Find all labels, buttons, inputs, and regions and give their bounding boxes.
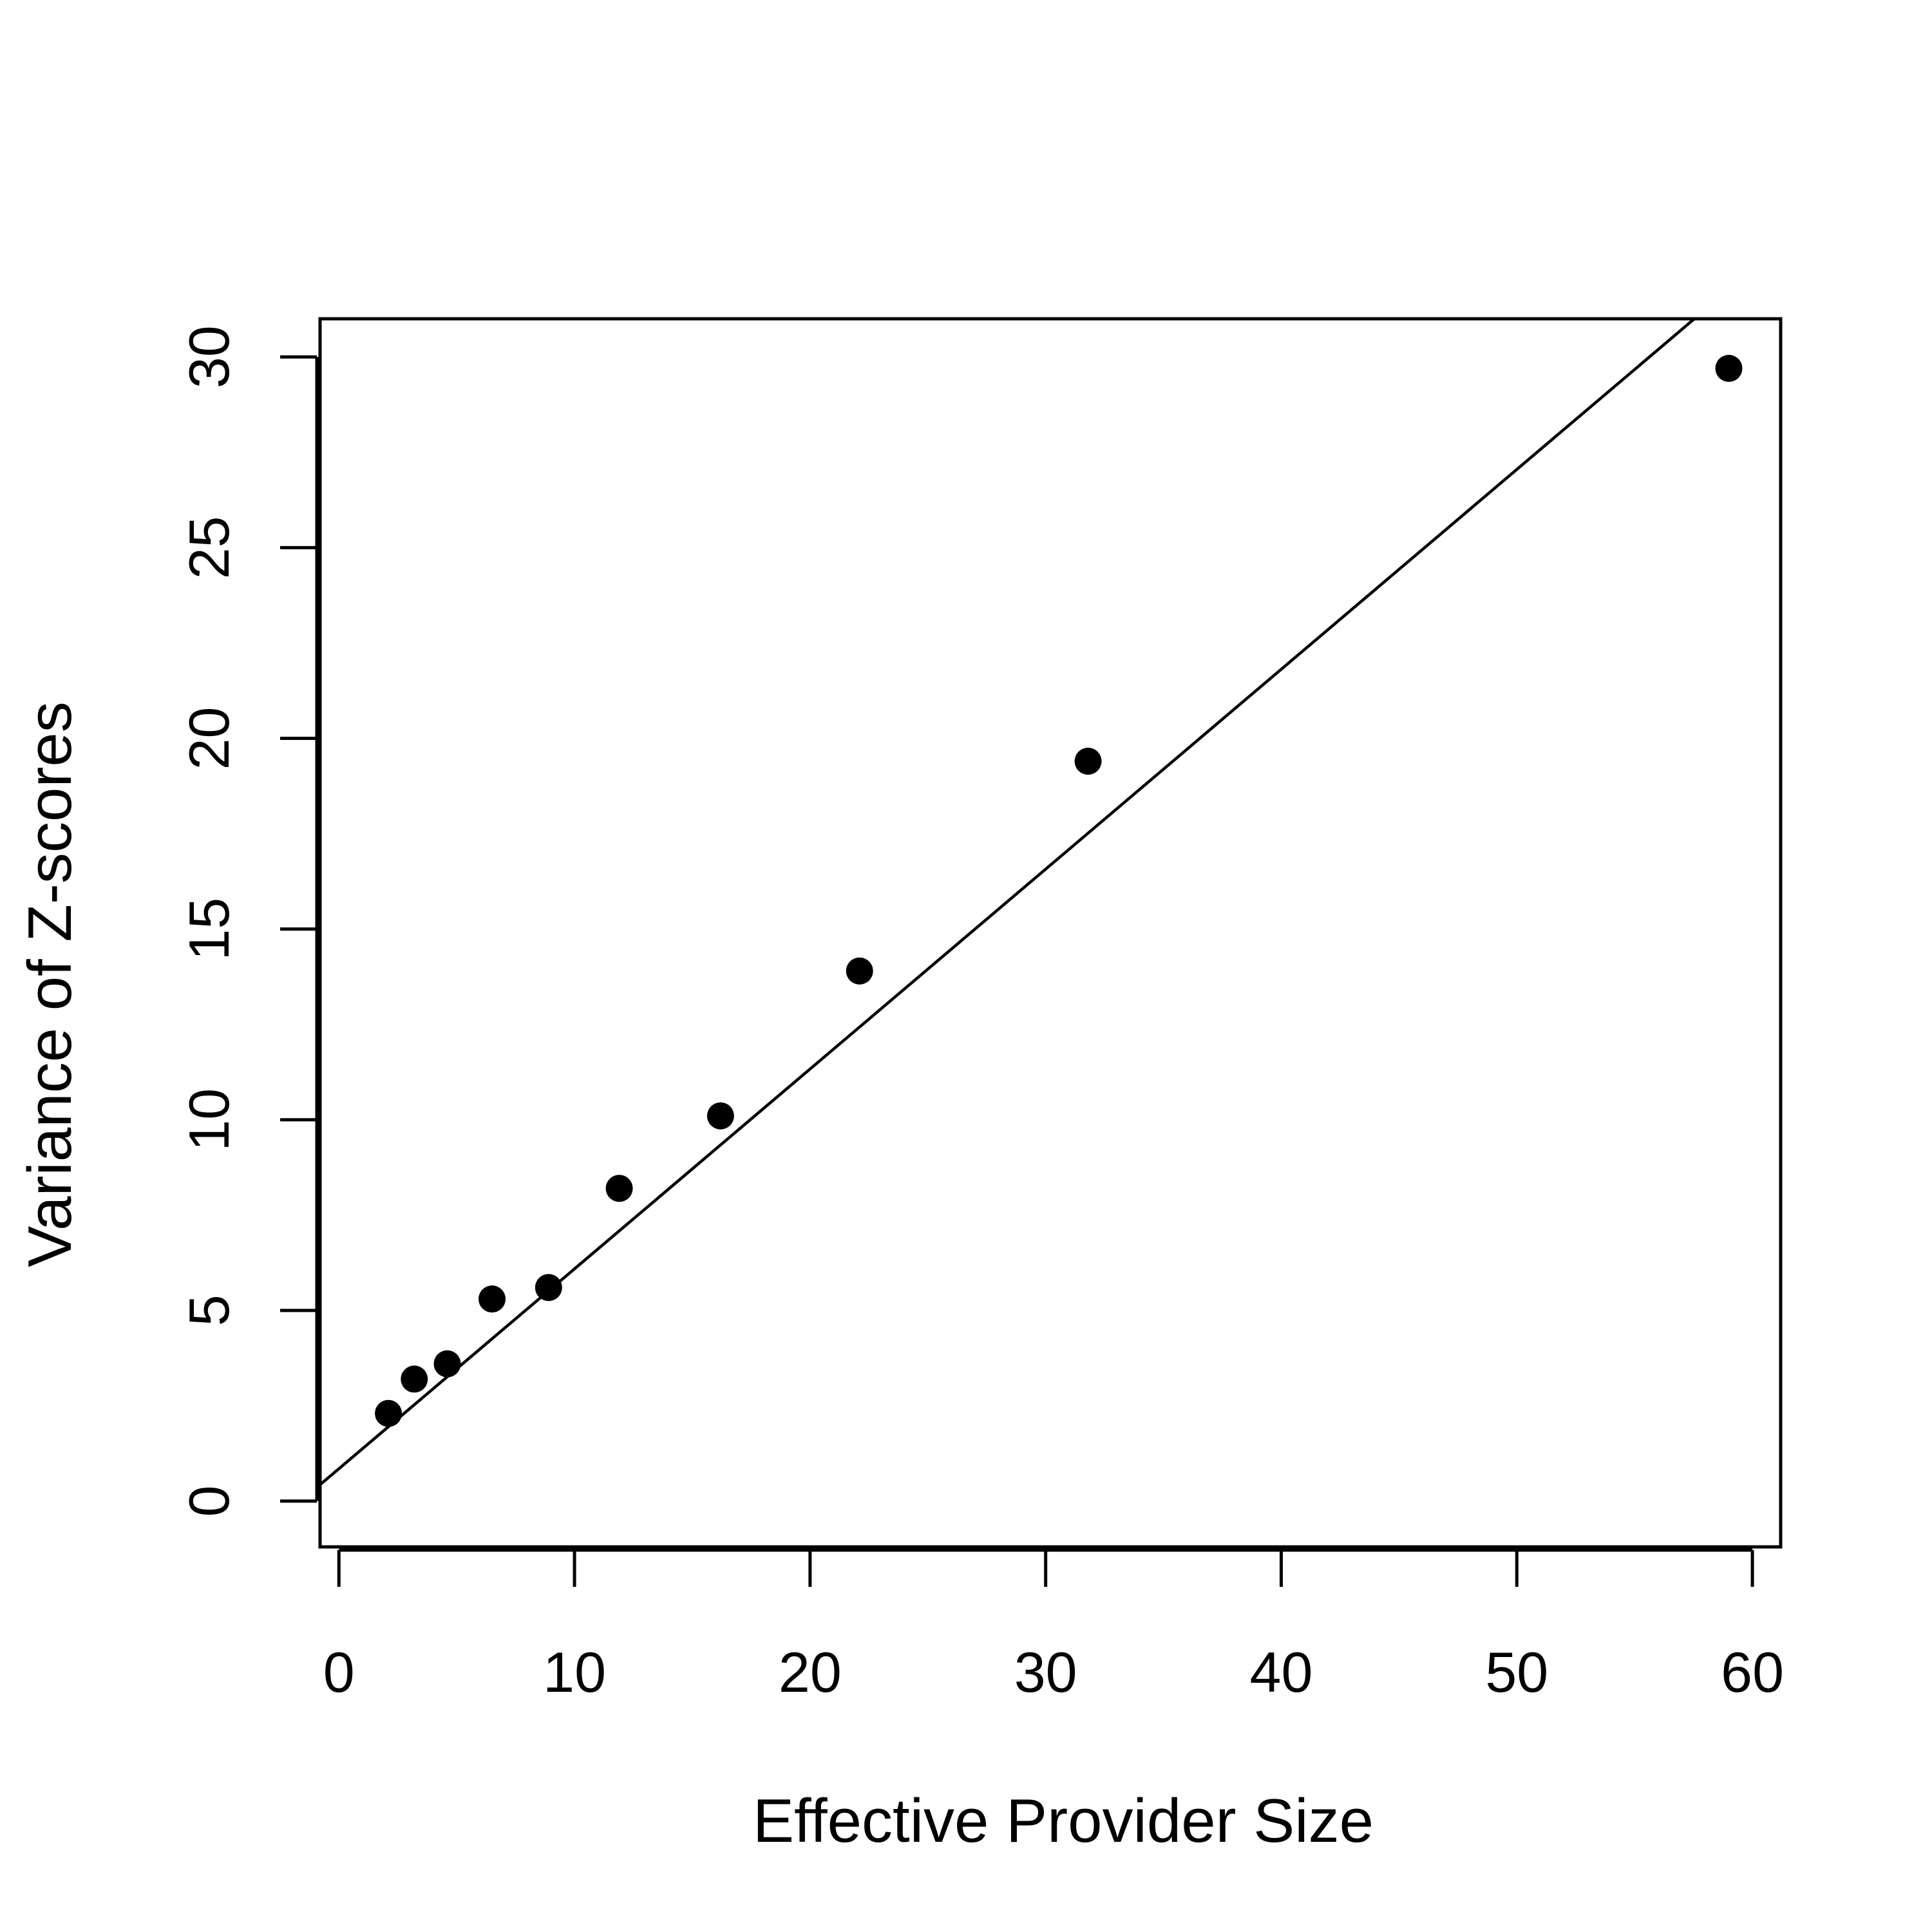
- data-point: [478, 1285, 506, 1313]
- x-tick-label: 0: [323, 1640, 355, 1704]
- y-tick-label: 15: [177, 898, 241, 961]
- x-axis-label: Effective Provider Size: [753, 1786, 1374, 1855]
- y-tick-label: 20: [177, 707, 241, 770]
- data-point: [375, 1399, 402, 1427]
- x-tick-label: 50: [1485, 1640, 1548, 1704]
- y-tick-label: 25: [177, 516, 241, 579]
- x-tick-label: 30: [1014, 1640, 1077, 1704]
- data-point: [706, 1102, 734, 1130]
- data-point: [605, 1175, 633, 1202]
- points-layer: [375, 354, 1743, 1427]
- y-tick-label: 30: [177, 325, 241, 388]
- y-tick-label: 0: [177, 1485, 241, 1517]
- x-tick-label: 60: [1721, 1640, 1784, 1704]
- data-point: [535, 1274, 562, 1302]
- data-point: [401, 1365, 428, 1393]
- data-point: [433, 1350, 461, 1378]
- data-point: [1715, 354, 1743, 382]
- data-point: [1074, 747, 1102, 775]
- y-axis-label: Variance of Z-scores: [15, 701, 84, 1267]
- data-point: [846, 957, 873, 985]
- y-axis: 0 5 10 15 20 25 30: [177, 325, 319, 1517]
- y-tick-label: 5: [177, 1294, 241, 1326]
- y-tick-label: 10: [177, 1088, 241, 1151]
- x-tick-label: 40: [1250, 1640, 1313, 1704]
- plot-frame: [318, 317, 1783, 1549]
- x-tick-label: 10: [543, 1640, 606, 1704]
- x-tick-label: 20: [779, 1640, 842, 1704]
- x-axis: 0 10 20 30 40 50 60: [323, 1548, 1784, 1704]
